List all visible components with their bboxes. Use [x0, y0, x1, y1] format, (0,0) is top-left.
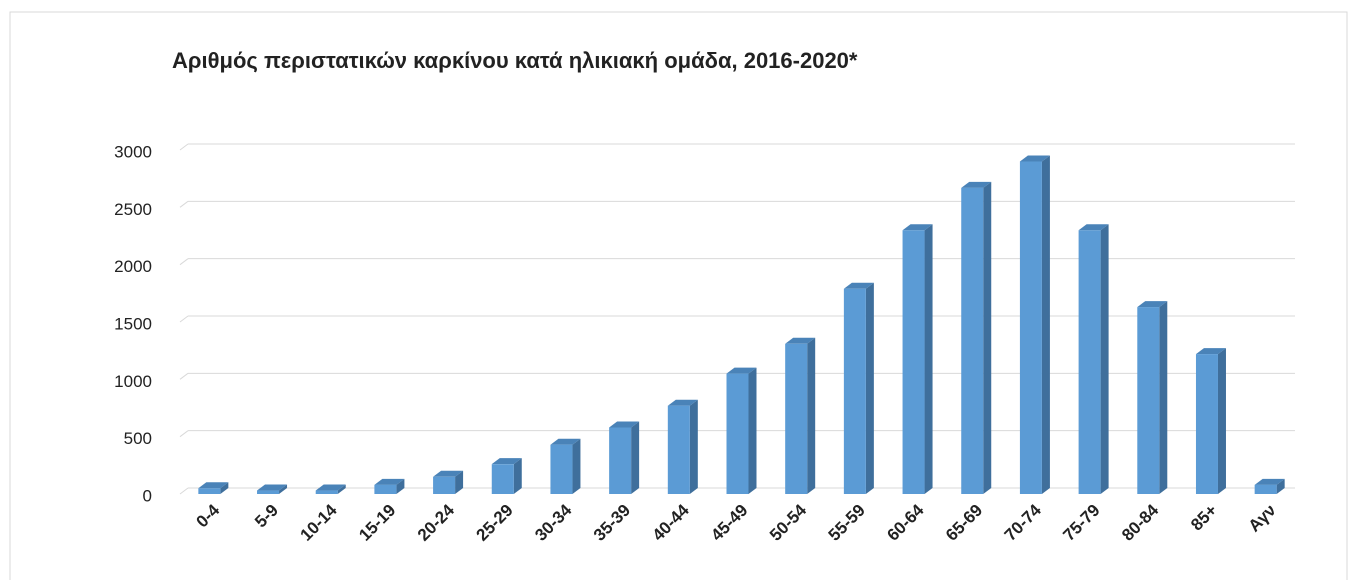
bar-face [667, 399, 698, 406]
bar-face [550, 444, 573, 494]
y-tick-label: 3000 [114, 142, 152, 161]
bar-face [843, 282, 874, 289]
bar [374, 478, 405, 494]
bar-face [1195, 354, 1218, 494]
y-tick-label: 0 [143, 486, 152, 505]
bar-face [807, 337, 816, 494]
bar-face [785, 343, 808, 494]
grid-line [179, 372, 189, 380]
bar-face [961, 187, 984, 494]
bar-face [631, 421, 640, 494]
bar-face [374, 484, 397, 494]
bar-face [550, 438, 581, 445]
grid-line [179, 258, 189, 266]
grid-line [179, 487, 189, 495]
chart-title: Αριθμός περιστατικών καρκίνου κατά ηλικι… [172, 48, 858, 73]
y-tick-label: 2000 [114, 257, 152, 276]
bar [1078, 224, 1109, 494]
bar-face [961, 181, 992, 188]
bar-face [279, 484, 288, 494]
bar [257, 484, 288, 494]
bar-face [843, 288, 866, 494]
bar-face [396, 478, 405, 494]
bar-face [257, 490, 280, 494]
bar [1195, 348, 1226, 494]
bar-face [1254, 484, 1277, 494]
bar-face [1217, 348, 1226, 494]
bar-face [257, 484, 288, 491]
bar-face [1195, 348, 1226, 355]
bar-face [902, 224, 933, 231]
grid-line [179, 315, 189, 323]
bar-face [1276, 478, 1285, 494]
bar [843, 282, 874, 494]
chart-frame [9, 11, 1348, 583]
grid-line [179, 200, 189, 208]
bar-face [1078, 224, 1109, 231]
bar-face [1137, 307, 1160, 494]
bar [1019, 155, 1050, 494]
bar-face [374, 478, 405, 485]
bar [726, 367, 757, 494]
bar-face [1019, 155, 1050, 162]
bar [1137, 301, 1168, 494]
bar-face [1019, 161, 1042, 494]
bar-face [198, 482, 229, 489]
bar-face [1078, 230, 1101, 494]
bar-face [1254, 478, 1285, 485]
bar-face [572, 438, 581, 494]
bar-face [609, 427, 632, 494]
bar [198, 482, 229, 494]
bar-face [689, 399, 698, 494]
bar-face [337, 484, 346, 494]
bar-face [198, 488, 221, 494]
bar [315, 484, 346, 494]
bar-face [1041, 155, 1050, 494]
bar-face [726, 367, 757, 374]
bar [609, 421, 640, 494]
bar-face [513, 458, 522, 494]
bar-face [491, 464, 514, 494]
bar [902, 224, 933, 494]
y-tick-label: 1000 [114, 372, 152, 391]
grid-line [179, 143, 189, 151]
bar [667, 399, 698, 494]
y-tick-label: 500 [124, 429, 152, 448]
bar-face [785, 337, 816, 344]
bar-face [433, 470, 464, 477]
bar [433, 470, 464, 494]
bar-face [865, 282, 874, 494]
bar-face [1137, 301, 1168, 308]
bar-face [220, 482, 229, 494]
y-tick-label: 1500 [114, 314, 152, 333]
bar-face [924, 224, 933, 494]
bar-face [491, 458, 522, 465]
y-tick-label: 2500 [114, 200, 152, 219]
bar [550, 438, 581, 494]
bar-face [902, 230, 925, 494]
bar [1254, 478, 1285, 494]
bar-face [1100, 224, 1109, 494]
bar-face [748, 367, 757, 494]
bar-face [609, 421, 640, 428]
bar-face [315, 484, 346, 491]
bar-face [315, 490, 338, 494]
bar-face [455, 470, 464, 494]
bar [491, 458, 522, 494]
bar-face [433, 476, 456, 494]
bar-face [667, 405, 690, 494]
bar-face [726, 373, 749, 494]
grid-line [179, 430, 189, 438]
bar-face [983, 181, 992, 494]
bar-face [1159, 301, 1168, 494]
bar [961, 181, 992, 494]
bar [785, 337, 816, 494]
